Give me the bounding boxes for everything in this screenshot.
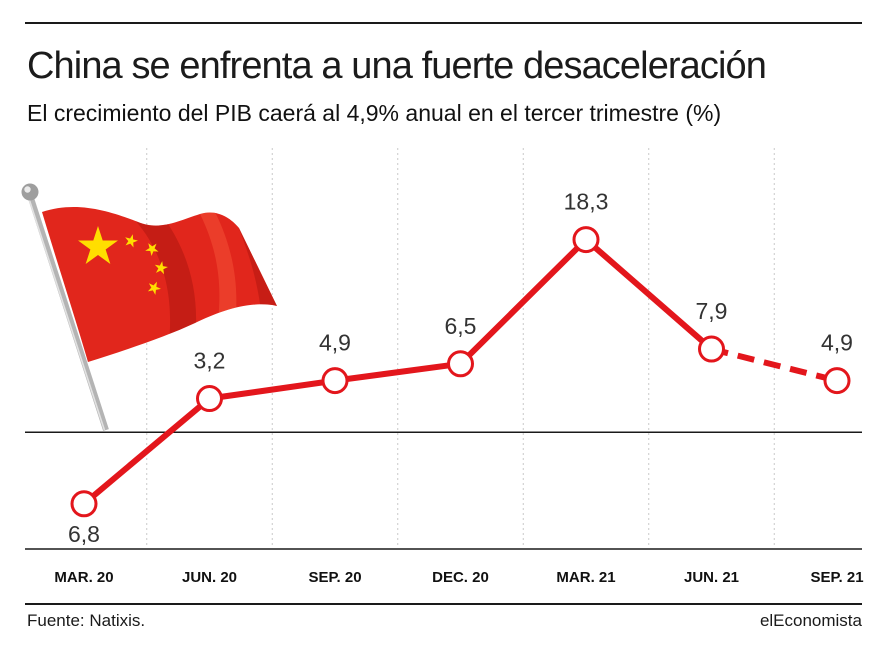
series-line bbox=[81, 236, 838, 507]
flag-fold-highlight bbox=[200, 210, 237, 320]
source-note: Fuente: Natixis. bbox=[27, 611, 146, 630]
x-tick-label: JUN. 20 bbox=[182, 569, 237, 586]
data-point-marker bbox=[823, 367, 851, 395]
data-label: 4,9 bbox=[319, 330, 351, 356]
series-segment-dashed bbox=[710, 346, 838, 384]
x-tick-label: MAR. 20 bbox=[54, 569, 113, 586]
chart-title: China se enfrenta a una fuerte desaceler… bbox=[27, 45, 767, 87]
series-segment bbox=[332, 360, 464, 384]
data-point-marker bbox=[196, 385, 223, 413]
flag-pole-highlight bbox=[27, 196, 106, 431]
data-point-marker bbox=[572, 226, 600, 254]
footer-rule bbox=[25, 603, 862, 605]
x-tick-label: JUN. 21 bbox=[684, 569, 739, 586]
data-point-marker bbox=[698, 335, 725, 363]
data-point-marker bbox=[70, 490, 98, 518]
x-tick-label: DEC. 20 bbox=[432, 569, 489, 586]
chart-subtitle: El crecimiento del PIB caerá al 4,9% anu… bbox=[27, 100, 722, 126]
publisher-brand: elEconomista bbox=[759, 611, 862, 630]
data-label: 7,9 bbox=[696, 298, 728, 324]
series-segment bbox=[206, 377, 338, 402]
data-labels: 6,8 3,2 4,9 6,5 18,3 7,9 4,9 bbox=[68, 189, 853, 547]
data-label: 3,2 bbox=[194, 348, 226, 374]
x-axis-ticks: MAR. 20 JUN. 20 SEP. 20 DEC. 20 MAR. 21 JUN. … bbox=[54, 569, 863, 586]
axes bbox=[25, 431, 862, 550]
flag-fold-shadow bbox=[130, 210, 197, 350]
x-tick-label: SEP. 20 bbox=[308, 569, 361, 586]
x-tick-label: MAR. 21 bbox=[556, 569, 615, 586]
data-point-marker bbox=[447, 350, 474, 378]
series-segment bbox=[583, 236, 715, 353]
data-label: 6,5 bbox=[445, 313, 477, 339]
series-segment bbox=[81, 395, 213, 507]
data-label: 4,9 bbox=[821, 330, 853, 356]
flag-pole-finial-highlight bbox=[24, 186, 31, 193]
series-segment bbox=[457, 236, 589, 367]
data-label: 18,3 bbox=[564, 189, 609, 215]
data-point-marker bbox=[321, 367, 349, 395]
x-tick-label: SEP. 21 bbox=[810, 569, 863, 586]
grid bbox=[146, 148, 775, 548]
top-rule bbox=[25, 22, 862, 24]
data-label: 6,8 bbox=[68, 521, 100, 547]
flag-pole-finial bbox=[21, 183, 39, 201]
flag-pole bbox=[27, 194, 109, 431]
data-markers bbox=[70, 226, 851, 518]
